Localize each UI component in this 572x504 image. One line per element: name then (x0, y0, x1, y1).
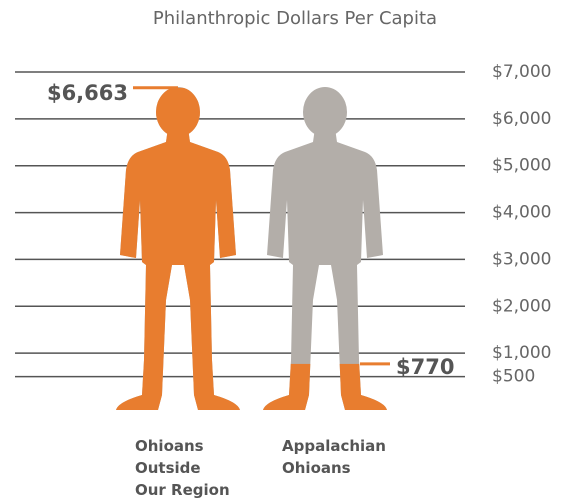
y-tick-label: $5,000 (492, 156, 551, 176)
y-tick-label: $3,000 (492, 249, 551, 269)
figure (255, 80, 395, 420)
chart-title: Philanthropic Dollars Per Capita (153, 8, 437, 29)
x-tick-label: Ohioans Outside Our Region (135, 435, 230, 501)
figure (108, 80, 248, 420)
y-tick-label: $1,000 (492, 343, 551, 363)
y-tick-label: $6,000 (492, 109, 551, 129)
bar (108, 88, 248, 420)
y-tick-label: $500 (492, 367, 535, 387)
page: {"chart_data": {"type": "pictograph", "t… (0, 0, 572, 504)
chart: Philanthropic Dollars Per Capita $500 $1,… (0, 0, 572, 504)
bar (255, 364, 395, 420)
value-label: $6,663 (47, 81, 128, 105)
y-tick-label: $2,000 (492, 296, 551, 316)
y-tick-label: $7,000 (492, 62, 551, 82)
x-tick-label: Appalachian Ohioans (282, 435, 412, 479)
y-tick-label: $4,000 (492, 203, 551, 223)
value-label: $770 (396, 355, 454, 379)
figure-background (255, 80, 395, 420)
